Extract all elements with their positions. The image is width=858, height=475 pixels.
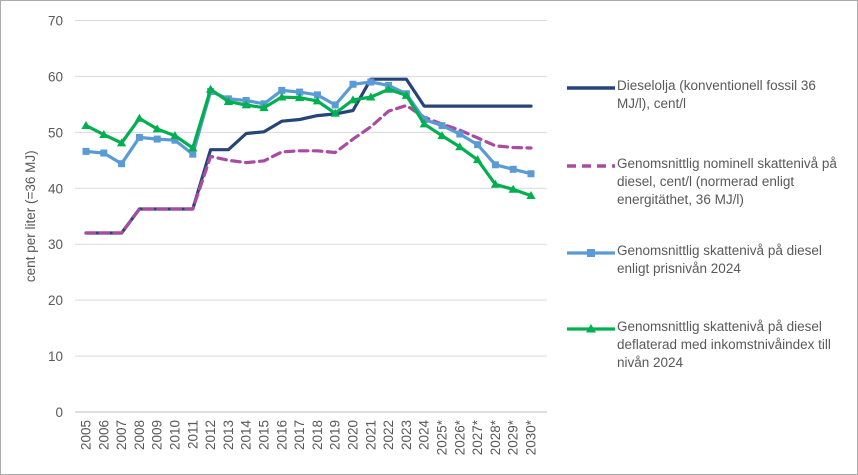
y-tick-label: 50 xyxy=(48,125,63,140)
triangle-marker xyxy=(81,121,91,130)
x-tick-label: 2023 xyxy=(399,420,414,450)
square-marker xyxy=(135,133,143,141)
square-marker xyxy=(491,161,499,169)
x-tick-label: 2021 xyxy=(363,420,378,450)
x-tick-label: 2015 xyxy=(257,420,272,450)
legend-label: Dieselolja (konventionell fossil 36 MJ/l… xyxy=(617,78,816,111)
triangle-marker xyxy=(312,96,322,105)
series-line xyxy=(84,103,533,235)
legend-item-dieselolja: Dieselolja (konventionell fossil 36 MJ/l… xyxy=(567,77,847,113)
triangle-marker xyxy=(384,84,394,93)
triangle-marker xyxy=(437,131,447,140)
square-marker xyxy=(296,88,304,96)
x-tick-label: 2012 xyxy=(203,420,218,450)
triangle-marker xyxy=(419,119,429,128)
y-tick-label: 60 xyxy=(48,69,63,84)
x-tick-label: 2005 xyxy=(79,420,94,450)
triangle-marker xyxy=(455,142,465,151)
triangle-marker xyxy=(206,84,216,93)
x-tick-label: 2013 xyxy=(221,420,236,450)
y-tick-label: 10 xyxy=(48,349,63,364)
triangle-marker xyxy=(473,155,483,164)
legend-item-prisnivan-2024: Genomsnittlig skattenivå på diesel enlig… xyxy=(567,242,847,278)
x-tick-label: 2016 xyxy=(274,420,289,450)
triangle-marker xyxy=(117,138,127,147)
x-tick-label: 2006 xyxy=(96,420,111,450)
x-tick-label: 2029* xyxy=(506,419,521,455)
x-tick-label: 2028* xyxy=(488,419,503,455)
x-tick-label: 2017 xyxy=(292,420,307,450)
x-tick-label: 2008 xyxy=(132,420,147,450)
triangle-marker xyxy=(259,103,269,112)
square-marker xyxy=(456,130,464,138)
y-tick-label: 0 xyxy=(55,405,63,420)
x-tick-label: 2007 xyxy=(114,420,129,450)
triangle-marker xyxy=(134,113,144,122)
x-tick-label: 2020 xyxy=(346,420,361,450)
triangle-marker xyxy=(401,90,411,99)
x-tick-label: 2025* xyxy=(435,419,450,455)
y-tick-label: 70 xyxy=(48,14,63,29)
x-tick-label: 2011 xyxy=(185,420,200,449)
triangle-marker xyxy=(295,93,305,102)
diesel-tax-line-chart: 0 10 20 30 40 50 60 70 cent per liter (=36 MJ) 20… xyxy=(23,14,547,455)
legend-item-nominell-skatteniva: Genomsnittlig nominell skattenivå på die… xyxy=(567,155,847,208)
triangle-marker xyxy=(99,129,109,138)
square-marker xyxy=(118,160,126,168)
triangle-marker xyxy=(348,95,358,104)
y-tick-label: 30 xyxy=(48,237,63,252)
triangle-marker xyxy=(188,143,198,152)
triangle-marker xyxy=(526,190,536,199)
square-marker xyxy=(527,170,535,178)
legend-item-deflaterad-inkomstnivaindex: Genomsnittlig skattenivå på diesel defla… xyxy=(567,318,847,371)
legend-key-solid-navy-line xyxy=(567,86,615,90)
legend-label: Genomsnittlig nominell skattenivå på die… xyxy=(617,156,837,207)
x-tick-label: 2022 xyxy=(381,420,396,450)
legend-key-dashed-purple-line xyxy=(567,164,615,168)
square-marker xyxy=(438,122,446,130)
triangle-marker xyxy=(490,179,500,188)
y-axis-label: cent per liter (=36 MJ) xyxy=(23,150,38,282)
x-tick-label: 2024 xyxy=(417,420,432,451)
square-marker xyxy=(278,86,286,94)
triangle-marker xyxy=(170,131,180,140)
square-marker xyxy=(313,91,321,99)
triangle-marker xyxy=(330,108,340,117)
square-marker xyxy=(331,101,339,109)
triangle-marker xyxy=(366,92,376,101)
x-tick-label: 2010 xyxy=(168,420,183,450)
x-tick-label: 2030* xyxy=(524,419,539,455)
x-tick-label: 2009 xyxy=(150,420,165,450)
legend-key-green-line-triangle-marker xyxy=(567,324,615,333)
square-marker xyxy=(171,136,179,144)
chart-legend: Dieselolja (konventionell fossil 36 MJ/l… xyxy=(567,1,851,474)
triangle-marker xyxy=(223,96,233,105)
triangle-marker xyxy=(152,124,162,133)
triangle-marker xyxy=(241,100,251,109)
legend-label: Genomsnittlig skattenivå på diesel defla… xyxy=(617,319,831,370)
square-marker xyxy=(100,149,108,157)
square-marker xyxy=(474,141,482,149)
x-tick-label: 2026* xyxy=(452,419,467,455)
legend-key-blue-line-square-marker xyxy=(567,249,615,257)
x-tick-label: 2018 xyxy=(310,420,325,450)
y-tick-label: 40 xyxy=(48,181,63,196)
square-marker xyxy=(509,165,517,173)
x-tick-label: 2014 xyxy=(239,420,254,451)
square-marker xyxy=(189,150,197,158)
square-marker xyxy=(367,78,375,86)
triangle-marker xyxy=(277,92,287,101)
square-marker xyxy=(349,80,357,88)
x-tick-label: 2027* xyxy=(470,419,485,455)
square-marker xyxy=(82,147,90,155)
y-tick-label: 20 xyxy=(48,293,63,308)
triangle-marker xyxy=(508,184,518,193)
x-tick-label: 2019 xyxy=(328,420,343,450)
legend-label: Genomsnittlig skattenivå på diesel enlig… xyxy=(617,243,822,276)
square-marker xyxy=(153,135,161,143)
